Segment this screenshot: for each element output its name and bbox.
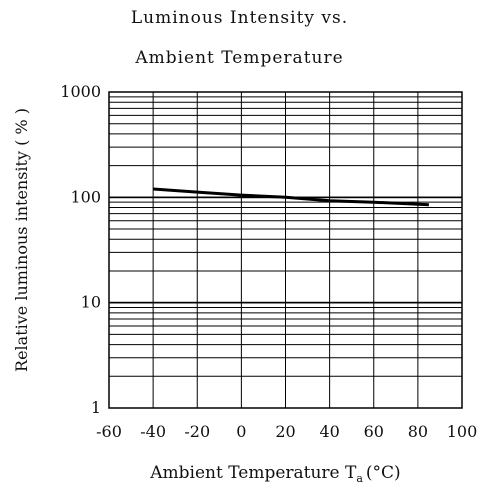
y-tick-label: 1000 (60, 82, 101, 101)
chart-title-line-2: Ambient Temperature (135, 48, 344, 68)
x-tick-label: 0 (236, 422, 246, 441)
y-tick-label: 100 (70, 187, 101, 206)
x-tick-label: -20 (184, 422, 210, 441)
x-axis-label: Ambient Temperature Ta (°C) (149, 463, 400, 485)
series-line (152, 187, 429, 207)
x-axis-label-text: Ambient Temperature T (149, 463, 357, 483)
series (152, 187, 429, 207)
x-tick-label: 100 (447, 422, 478, 441)
x-axis-label-subscript: a (356, 472, 363, 485)
x-axis-label-unit: (°C) (366, 463, 401, 483)
x-tick-label: 20 (275, 422, 295, 441)
x-tick-label: 80 (408, 422, 428, 441)
x-tick-label: -60 (96, 422, 122, 441)
x-tick-label: -40 (140, 422, 166, 441)
plot-frame (108, 91, 463, 409)
x-tick-label: 40 (319, 422, 339, 441)
grid (109, 92, 462, 408)
y-axis-label: Relative luminous intensity ( % ) (12, 108, 31, 372)
chart-title-line-1: Luminous Intensity vs. (130, 8, 349, 28)
tick-labels: -60 -40 -20 0 20 40 60 80 100 1 10 100 1000 (60, 82, 477, 441)
y-tick-label: 10 (81, 293, 101, 312)
y-tick-label: 1 (91, 398, 101, 417)
x-tick-label: 60 (364, 422, 384, 441)
